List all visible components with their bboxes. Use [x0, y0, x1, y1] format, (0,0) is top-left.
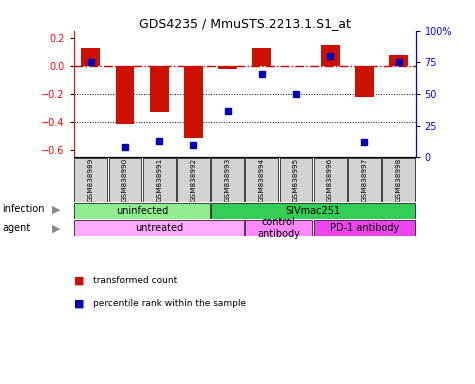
Text: transformed count: transformed count [93, 276, 177, 285]
Text: uninfected: uninfected [116, 206, 168, 216]
Bar [348, 158, 381, 202]
Text: GSM838995: GSM838995 [293, 158, 299, 202]
Bar [314, 158, 347, 202]
Bar [184, 66, 203, 137]
Text: ■: ■ [74, 275, 84, 285]
Text: GSM838998: GSM838998 [396, 158, 401, 202]
Bar [218, 66, 237, 69]
Text: GSM838994: GSM838994 [259, 158, 265, 202]
Bar [81, 48, 100, 66]
Bar [245, 220, 313, 236]
Text: ▶: ▶ [52, 204, 60, 214]
Bar [142, 158, 176, 202]
Bar [177, 158, 210, 202]
Text: ■: ■ [74, 298, 84, 308]
Title: GDS4235 / MmuSTS.2213.1.S1_at: GDS4235 / MmuSTS.2213.1.S1_at [139, 17, 351, 30]
Text: GSM838997: GSM838997 [361, 158, 367, 202]
Text: PD-1 antibody: PD-1 antibody [330, 223, 399, 233]
Text: GSM838991: GSM838991 [156, 158, 162, 202]
Bar [115, 66, 134, 124]
Bar [389, 55, 408, 66]
Bar [252, 48, 271, 66]
Text: GSM838993: GSM838993 [225, 158, 230, 202]
Text: infection: infection [2, 204, 45, 214]
Text: GSM838989: GSM838989 [88, 158, 94, 202]
Text: GSM838992: GSM838992 [190, 158, 196, 202]
Text: percentile rank within the sample: percentile rank within the sample [93, 299, 246, 308]
Bar [382, 158, 415, 202]
Bar [355, 66, 374, 97]
Bar [74, 203, 210, 219]
Bar [245, 158, 278, 202]
Bar [279, 158, 313, 202]
Bar [74, 158, 107, 202]
Bar [74, 220, 244, 236]
Text: GSM838996: GSM838996 [327, 158, 333, 202]
Text: untreated: untreated [135, 223, 183, 233]
Text: ▶: ▶ [52, 223, 60, 233]
Text: control
antibody: control antibody [257, 217, 300, 238]
Text: agent: agent [2, 223, 30, 233]
Text: SIVmac251: SIVmac251 [285, 206, 341, 216]
Bar [211, 203, 415, 219]
Bar [314, 220, 415, 236]
Bar [321, 45, 340, 66]
Text: GSM838990: GSM838990 [122, 158, 128, 202]
Bar [211, 158, 244, 202]
Bar [150, 66, 169, 113]
Bar [108, 158, 142, 202]
